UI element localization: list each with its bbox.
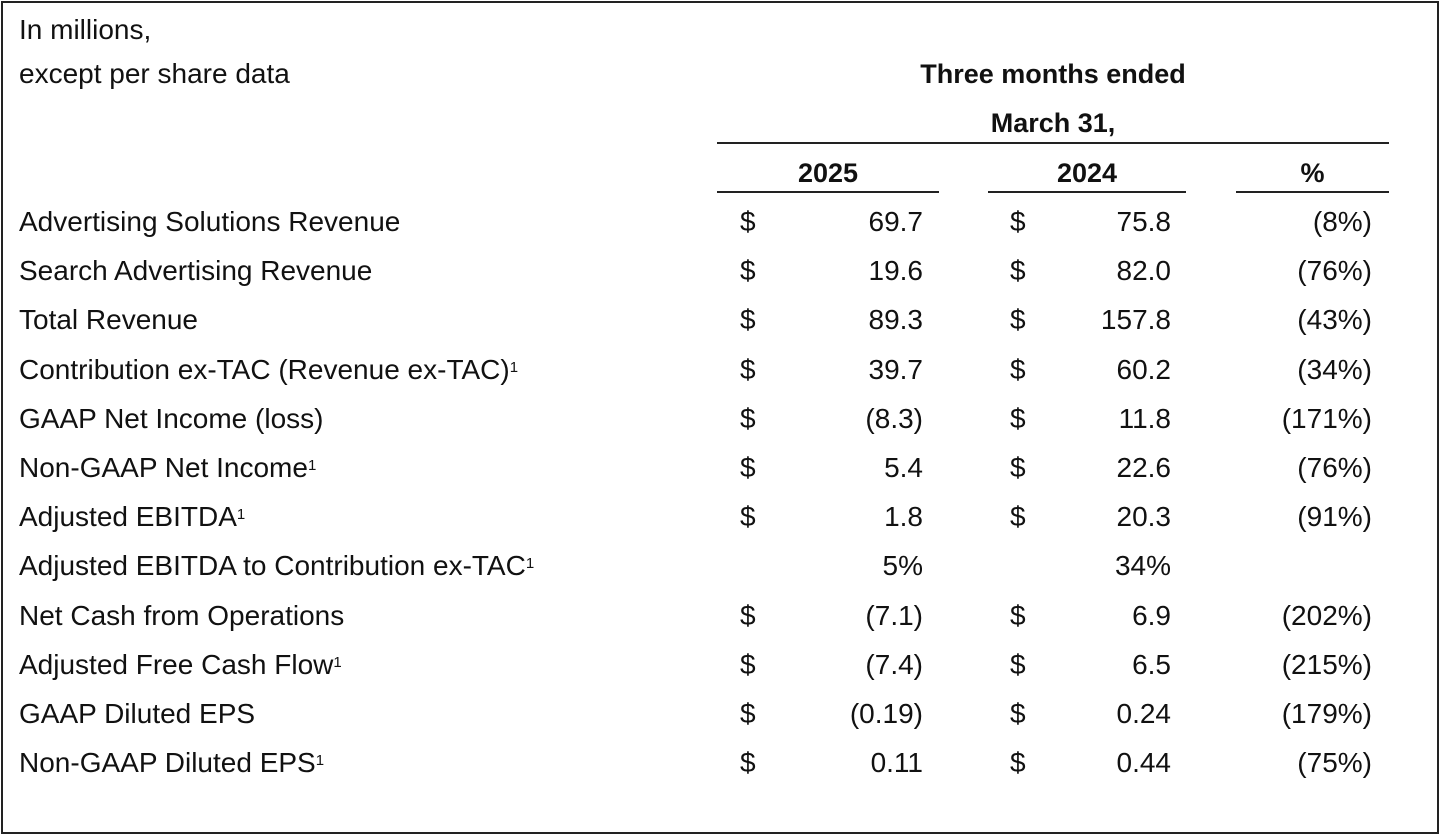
percent-change: (179%) <box>1281 698 1372 729</box>
percent-change: (202%) <box>1281 600 1372 631</box>
footnote-marker: 1 <box>307 457 317 474</box>
currency-2025: $ <box>740 600 756 631</box>
percent-change: (43%) <box>1297 304 1372 335</box>
row-label-text: Net Cash from Operations <box>19 600 345 631</box>
percent-change: (34%) <box>1297 354 1372 385</box>
unit-note-line1: In millions, <box>19 14 152 45</box>
column-header-2024: 2024 <box>1056 158 1118 188</box>
percent-change: (8%) <box>1312 206 1372 237</box>
row-label: Total Revenue <box>19 303 198 337</box>
row-label: Adjusted EBITDA to Contribution ex-TAC1 <box>19 549 534 583</box>
value-2024: 6.9 <box>1132 600 1171 631</box>
value-2024: 82.0 <box>1116 255 1172 286</box>
value-2025: (7.4) <box>865 649 923 680</box>
value-2025: (8.3) <box>865 403 923 434</box>
value-2025: (7.1) <box>865 600 923 631</box>
currency-2025: $ <box>740 501 756 532</box>
row-label: Advertising Solutions Revenue <box>19 205 400 239</box>
currency-2024: $ <box>1010 747 1026 778</box>
footnote-marker: 1 <box>236 506 246 523</box>
percent-change: (76%) <box>1297 255 1372 286</box>
value-2024: 22.6 <box>1116 452 1172 483</box>
percent-change: (75%) <box>1297 747 1372 778</box>
row-label-text: GAAP Diluted EPS <box>19 698 256 729</box>
value-2025: 5.4 <box>884 452 923 483</box>
column-underline-2024 <box>988 191 1186 193</box>
row-label: Non-GAAP Diluted EPS1 <box>19 746 324 780</box>
row-label: GAAP Diluted EPS <box>19 697 255 731</box>
value-2025: 5% <box>882 550 923 581</box>
row-label-text: Adjusted Free Cash Flow <box>19 649 334 680</box>
row-label-text: Total Revenue <box>19 304 199 335</box>
row-label-text: Adjusted EBITDA <box>19 501 237 532</box>
percent-change: (91%) <box>1297 501 1372 532</box>
unit-note-line2: except per share data <box>19 58 290 89</box>
row-label: Contribution ex-TAC (Revenue ex-TAC)1 <box>19 353 518 387</box>
currency-2025: $ <box>740 649 756 680</box>
row-label-text: Advertising Solutions Revenue <box>19 206 401 237</box>
currency-2024: $ <box>1010 255 1026 286</box>
currency-2025: $ <box>740 747 756 778</box>
column-underline-2025 <box>717 191 939 193</box>
currency-2024: $ <box>1010 452 1026 483</box>
row-label: GAAP Net Income (loss) <box>19 402 323 436</box>
row-label-text: Contribution ex-TAC (Revenue ex-TAC) <box>19 354 510 385</box>
row-label-text: Non-GAAP Diluted EPS <box>19 747 316 778</box>
value-2025: 1.8 <box>884 501 923 532</box>
percent-change: (215%) <box>1281 649 1372 680</box>
value-2024: 157.8 <box>1100 304 1171 335</box>
currency-2024: $ <box>1010 698 1026 729</box>
percent-change: (76%) <box>1297 452 1372 483</box>
currency-2025: $ <box>740 698 756 729</box>
value-2024: 20.3 <box>1116 501 1172 532</box>
percent-change: (171%) <box>1281 403 1372 434</box>
currency-2024: $ <box>1010 600 1026 631</box>
value-2025: 69.7 <box>868 206 924 237</box>
value-2025: 19.6 <box>868 255 924 286</box>
row-label-text: GAAP Net Income (loss) <box>19 403 324 434</box>
currency-2025: $ <box>740 403 756 434</box>
value-2024: 0.44 <box>1116 747 1172 778</box>
value-2025: 0.11 <box>870 747 923 778</box>
footnote-marker: 1 <box>333 654 342 671</box>
value-2024: 75.8 <box>1116 206 1172 237</box>
row-label: Adjusted Free Cash Flow1 <box>19 648 342 682</box>
period-underline <box>717 142 1389 144</box>
row-label-text: Adjusted EBITDA to Contribution ex-TAC <box>19 550 526 581</box>
row-label: Non-GAAP Net Income1 <box>19 451 316 485</box>
column-header-percent: % <box>1300 158 1325 188</box>
footnote-marker: 1 <box>315 752 325 769</box>
currency-2025: $ <box>740 354 756 385</box>
value-2024: 0.24 <box>1116 698 1172 729</box>
value-2024: 6.5 <box>1132 649 1171 680</box>
currency-2024: $ <box>1010 403 1026 434</box>
row-label: Net Cash from Operations <box>19 599 344 633</box>
row-label-text: Non-GAAP Net Income <box>19 452 308 483</box>
value-2025: (0.19) <box>849 698 923 729</box>
currency-2025: $ <box>740 255 756 286</box>
currency-2024: $ <box>1010 649 1026 680</box>
column-header-2025: 2025 <box>797 158 859 188</box>
currency-2025: $ <box>740 452 756 483</box>
footnote-marker: 1 <box>525 555 535 572</box>
footnote-marker: 1 <box>509 359 519 376</box>
value-2024: 34% <box>1114 550 1171 581</box>
currency-2024: $ <box>1010 304 1026 335</box>
value-2025: 39.7 <box>868 354 924 385</box>
column-underline-percent <box>1236 191 1389 193</box>
row-label: Search Advertising Revenue <box>19 254 372 288</box>
row-label-text: Search Advertising Revenue <box>19 255 373 286</box>
value-2024: 60.2 <box>1116 354 1172 385</box>
period-heading-line1: Three months ended <box>920 59 1186 89</box>
value-2025: 89.3 <box>868 304 924 335</box>
currency-2024: $ <box>1010 354 1026 385</box>
value-2024: 11.8 <box>1118 403 1171 434</box>
currency-2025: $ <box>740 304 756 335</box>
currency-2024: $ <box>1010 206 1026 237</box>
row-label: Adjusted EBITDA1 <box>19 500 245 534</box>
currency-2024: $ <box>1010 501 1026 532</box>
period-heading-line2: March 31, <box>990 108 1116 138</box>
currency-2025: $ <box>740 206 756 237</box>
